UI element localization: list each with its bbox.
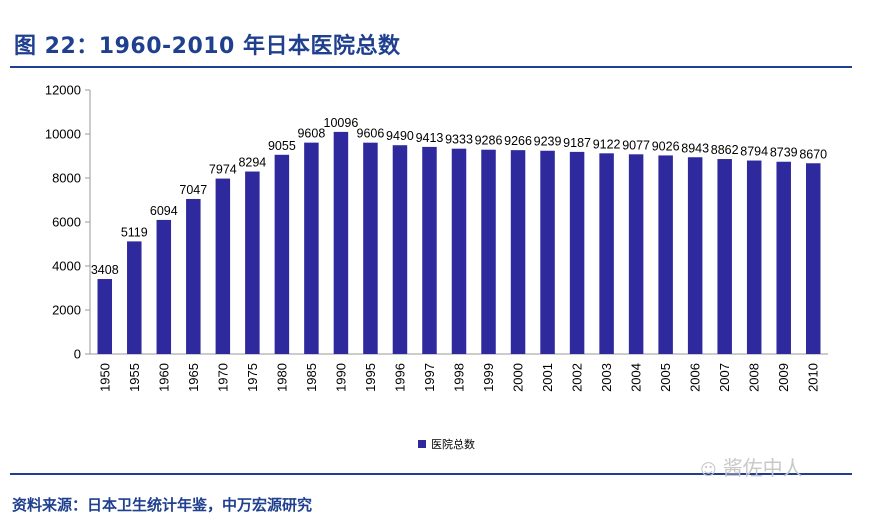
x-tick-label: 1995: [363, 363, 378, 392]
bar: [540, 150, 555, 354]
x-tick-label: 1975: [245, 363, 260, 392]
x-tick-label: 1990: [333, 363, 348, 392]
x-tick-label: 2004: [629, 363, 644, 392]
x-tick-label: 1960: [156, 363, 171, 392]
bar-value-label: 7974: [209, 163, 237, 177]
bar: [245, 171, 260, 354]
y-tick-label: 10000: [45, 127, 81, 142]
x-tick-label: 2007: [717, 363, 732, 392]
data-labels: 3408 511960947047797482949055960810096960…: [91, 116, 827, 277]
x-tick-label: 2010: [806, 363, 821, 392]
bar-series: [97, 131, 821, 354]
bar: [97, 279, 113, 354]
x-tick-label: 2009: [776, 363, 791, 392]
x-tick-label: 2008: [747, 363, 762, 392]
bar: [805, 163, 821, 354]
bar: [392, 145, 408, 354]
bar-value-label: 9490: [386, 129, 414, 143]
bar: [422, 146, 437, 354]
bar: [215, 178, 231, 354]
bar: [363, 142, 378, 354]
bar-value-label: 9026: [652, 139, 680, 153]
y-tick-label: 0: [74, 347, 81, 362]
bar: [127, 241, 142, 354]
x-tick-label: 1970: [215, 363, 230, 392]
bar-value-label: 9606: [357, 127, 385, 141]
bar: [274, 154, 290, 354]
y-tick-label: 12000: [45, 83, 81, 98]
footer-rule: [10, 473, 852, 475]
bar-value-label: 9413: [416, 131, 444, 145]
watermark-text: 酱佐中人: [722, 456, 803, 480]
x-tick-label: 2001: [540, 363, 555, 392]
bar: [333, 131, 349, 354]
bar: [717, 159, 732, 354]
x-tick-label: 2003: [599, 363, 614, 392]
bar-value-label: 8670: [799, 147, 827, 161]
bar-value-label: 8294: [238, 156, 266, 170]
title-rule: [10, 66, 852, 68]
bar: [451, 148, 467, 354]
bar-chart: 0 2000 4000 6000 8000 10000 12000 1950 1955 1960…: [45, 83, 828, 451]
bar: [628, 154, 644, 354]
bar-value-label: 8739: [770, 146, 798, 160]
bar: [599, 153, 614, 354]
bar: [304, 142, 319, 354]
x-tick-label: 2006: [688, 363, 703, 392]
bar-value-label: 8862: [711, 143, 739, 157]
bar-value-label: 8794: [740, 145, 768, 159]
bar-value-label: 9266: [504, 134, 532, 148]
bar-value-label: 8943: [681, 141, 709, 155]
bar: [746, 160, 762, 354]
bar: [481, 149, 496, 354]
x-tick-label: 1955: [127, 363, 142, 392]
x-tick-label: 2005: [658, 363, 673, 392]
figure-title: 图 22：1960-2010 年日本医院总数: [14, 34, 401, 59]
bar-value-label: 9286: [475, 134, 503, 148]
wechat-icon: ☺: [700, 460, 717, 479]
x-axis: 1950 1955 1960 1965 1970 1975 1980 1985 1990 1995…: [90, 353, 828, 392]
x-tick-label: 1950: [97, 363, 112, 392]
bar: [776, 161, 791, 354]
legend-swatch: [418, 440, 426, 448]
bar-value-label: 10096: [324, 116, 359, 130]
x-tick-label: 1998: [452, 363, 467, 392]
source-note: 资料来源：日本卫生统计年鉴，中万宏源研究: [12, 496, 313, 514]
x-tick-label: 1997: [422, 363, 437, 392]
bar-value-label: 5119: [121, 225, 148, 239]
watermark: ☺ 酱佐中人: [700, 452, 803, 481]
bar: [510, 150, 526, 354]
y-tick-label: 2000: [52, 303, 81, 318]
x-tick-label: 1965: [186, 363, 201, 392]
x-tick-label: 2002: [570, 363, 585, 392]
bar-value-label: 9239: [534, 135, 562, 149]
bar: [658, 155, 673, 354]
x-tick-label: 1985: [304, 363, 319, 392]
bar: [687, 157, 703, 354]
y-tick-label: 4000: [52, 259, 81, 274]
bar-value-label: 7047: [179, 183, 207, 197]
bar: [569, 151, 585, 354]
bar-value-label: 9333: [445, 133, 473, 147]
legend-label: 医院总数: [431, 437, 475, 451]
y-tick-label: 8000: [52, 171, 81, 186]
legend: 医院总数: [418, 437, 475, 451]
x-tick-label: 1999: [481, 363, 496, 392]
x-tick-label: 1980: [274, 363, 289, 392]
bar-value-label: 3408: [91, 263, 119, 277]
bar-value-label: 6094: [150, 204, 178, 218]
bar: [186, 198, 201, 354]
y-axis: 0 2000 4000 6000 8000 10000 12000: [45, 83, 91, 362]
y-tick-label: 6000: [52, 215, 81, 230]
x-tick-label: 1996: [392, 363, 407, 392]
bar-value-label: 9122: [593, 137, 621, 151]
bar-value-label: 9187: [563, 136, 591, 150]
bar-value-label: 9055: [268, 139, 296, 153]
bar: [156, 219, 172, 354]
bar-value-label: 9608: [297, 127, 325, 141]
x-tick-label: 2000: [511, 363, 526, 392]
bar-value-label: 9077: [622, 138, 650, 152]
